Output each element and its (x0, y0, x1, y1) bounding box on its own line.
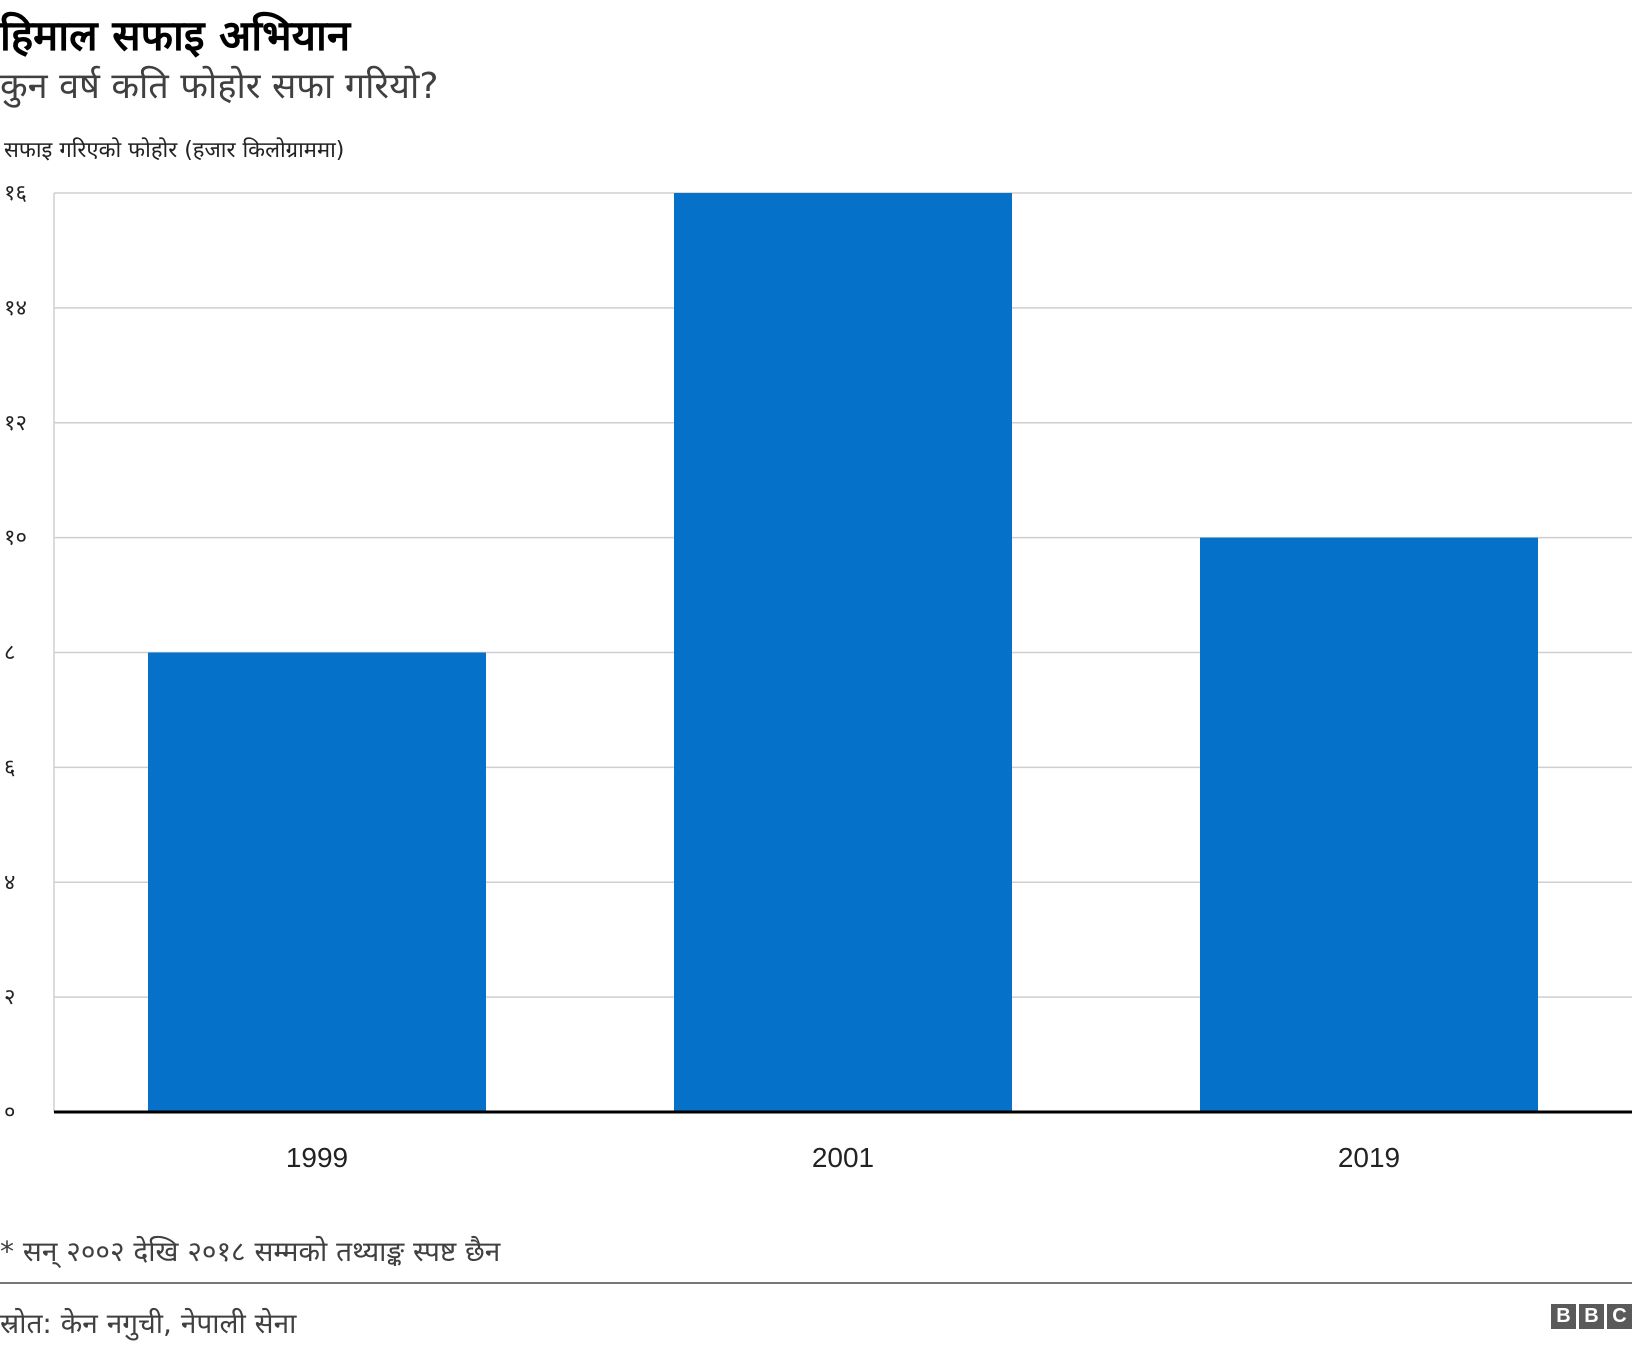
y-tick-label: १० (4, 526, 27, 551)
chart-title: हिमाल सफाइ अभियान (0, 11, 351, 60)
y-tick-label: १६ (4, 181, 27, 206)
chart-subtitle: कुन वर्ष कति फोहोर सफा गरियो? (0, 66, 439, 107)
logo-letter: C (1607, 1304, 1632, 1329)
logo-letter: B (1551, 1304, 1576, 1329)
y-tick-label: ८ (4, 641, 15, 666)
x-tick-label: 2019 (1338, 1142, 1400, 1173)
x-tick-label: 1999 (286, 1142, 348, 1173)
y-tick-label: ६ (4, 755, 15, 780)
bar-chart: ० २ ४ ६ ८ १० १२ १४ १६ 1999 2001 2019 (4, 181, 1632, 1173)
y-tick-label: १४ (4, 296, 27, 321)
logo-letter: B (1579, 1304, 1604, 1329)
source-note: स्रोत: केन नगुची, नेपाली सेना (0, 1307, 297, 1340)
bbc-logo: B B C (1551, 1304, 1632, 1329)
footnote: * सन् २००२ देखि २०१८ सम्मको तथ्याङ्क स्प… (0, 1235, 501, 1268)
y-tick-label: ० (4, 1100, 15, 1125)
y-tick-label: ४ (4, 870, 15, 895)
y-axis-label: सफाइ गरिएको फोहोर (हजार किलोग्राममा) (4, 138, 345, 163)
bar-2001 (674, 193, 1012, 1112)
bar-1999 (148, 652, 486, 1112)
bar-2019 (1200, 537, 1538, 1112)
y-tick-label: २ (4, 985, 15, 1010)
y-tick-label: १२ (4, 411, 27, 436)
footer-divider (0, 1282, 1632, 1284)
x-tick-label: 2001 (812, 1142, 874, 1173)
